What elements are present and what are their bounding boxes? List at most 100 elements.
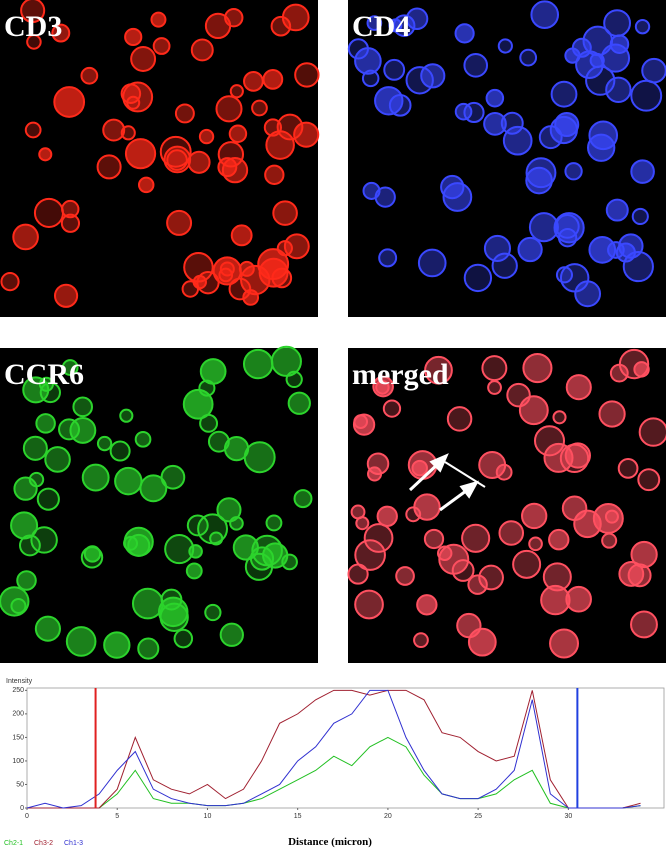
cell bbox=[80, 66, 99, 85]
cell bbox=[181, 280, 200, 298]
cell bbox=[538, 125, 563, 150]
cell bbox=[367, 466, 383, 482]
cell bbox=[283, 233, 310, 260]
cell bbox=[548, 528, 570, 551]
cell bbox=[224, 7, 244, 28]
cell bbox=[61, 359, 79, 376]
cell bbox=[617, 458, 639, 479]
cell bbox=[467, 574, 488, 595]
cell bbox=[130, 46, 157, 72]
cell bbox=[485, 88, 505, 108]
cell bbox=[557, 227, 578, 248]
legend-label: Ch1-3 bbox=[64, 840, 83, 847]
cell bbox=[139, 474, 168, 503]
cell bbox=[281, 3, 310, 32]
cell bbox=[630, 79, 663, 112]
cell bbox=[190, 38, 214, 62]
cell bbox=[16, 570, 37, 591]
cell bbox=[293, 489, 313, 509]
cell bbox=[103, 631, 131, 659]
cell bbox=[228, 124, 248, 144]
cell bbox=[550, 80, 578, 108]
cell bbox=[354, 47, 382, 75]
cell bbox=[243, 441, 276, 474]
cell bbox=[622, 250, 654, 283]
cell bbox=[152, 37, 171, 55]
cell bbox=[232, 534, 259, 561]
x-tick-label: 5 bbox=[115, 813, 119, 820]
cell bbox=[407, 450, 438, 480]
cell bbox=[166, 209, 193, 236]
cell bbox=[456, 612, 482, 639]
cell bbox=[182, 388, 214, 420]
cell bbox=[198, 379, 216, 397]
cell bbox=[383, 58, 406, 81]
cell bbox=[240, 264, 271, 296]
cell bbox=[519, 48, 538, 67]
cell bbox=[13, 476, 38, 501]
cell bbox=[378, 248, 398, 268]
y-tick-label: 250 bbox=[12, 687, 24, 694]
cell bbox=[53, 283, 79, 308]
cell bbox=[463, 263, 493, 293]
cell bbox=[405, 7, 429, 31]
cell bbox=[395, 566, 415, 586]
cell bbox=[423, 528, 445, 550]
cell bbox=[19, 534, 41, 557]
cell bbox=[242, 289, 260, 306]
cell bbox=[230, 224, 253, 247]
cell bbox=[96, 154, 122, 180]
cell bbox=[575, 50, 604, 80]
cell bbox=[157, 596, 189, 628]
cell bbox=[72, 396, 94, 418]
cell bbox=[512, 549, 542, 579]
cell bbox=[543, 442, 574, 473]
cell bbox=[554, 111, 580, 137]
cell bbox=[376, 505, 398, 527]
cell bbox=[354, 589, 384, 620]
cell bbox=[525, 166, 553, 195]
cell bbox=[0, 586, 30, 617]
cell bbox=[262, 69, 284, 90]
cell bbox=[265, 514, 283, 532]
cell bbox=[61, 199, 80, 219]
x-tick-label: 25 bbox=[474, 813, 482, 820]
cell bbox=[630, 610, 658, 639]
cell bbox=[587, 133, 616, 162]
x-tick-label: 20 bbox=[384, 813, 392, 820]
cell bbox=[491, 252, 518, 279]
cell bbox=[641, 57, 666, 84]
cell bbox=[454, 23, 475, 44]
cell bbox=[424, 355, 453, 385]
y-tick-label: 0 bbox=[20, 805, 24, 812]
cell bbox=[598, 400, 626, 428]
cell bbox=[53, 86, 86, 118]
legend-label: Ch3-2 bbox=[34, 840, 53, 847]
cell bbox=[207, 430, 230, 453]
cell bbox=[221, 156, 249, 184]
cell bbox=[483, 112, 507, 136]
cell bbox=[574, 280, 602, 308]
cell bbox=[561, 495, 588, 521]
cell bbox=[81, 463, 110, 492]
cell bbox=[413, 632, 429, 649]
x-tick-label: 30 bbox=[564, 813, 572, 820]
cell bbox=[352, 413, 376, 436]
cell bbox=[263, 118, 283, 137]
cell bbox=[565, 374, 592, 401]
y-tick-label: 150 bbox=[12, 734, 24, 741]
plot-area bbox=[26, 687, 665, 809]
cell bbox=[487, 380, 502, 395]
y-tick-label: 50 bbox=[16, 781, 24, 788]
cell bbox=[36, 487, 60, 511]
cell bbox=[134, 430, 152, 448]
cell bbox=[109, 440, 131, 462]
cell bbox=[33, 197, 65, 228]
cell bbox=[420, 63, 446, 89]
cell bbox=[187, 150, 211, 174]
panel-label: CCR6 bbox=[4, 358, 84, 391]
cell bbox=[216, 497, 242, 523]
cell bbox=[374, 186, 396, 208]
cell bbox=[522, 353, 553, 384]
cell bbox=[461, 523, 491, 553]
